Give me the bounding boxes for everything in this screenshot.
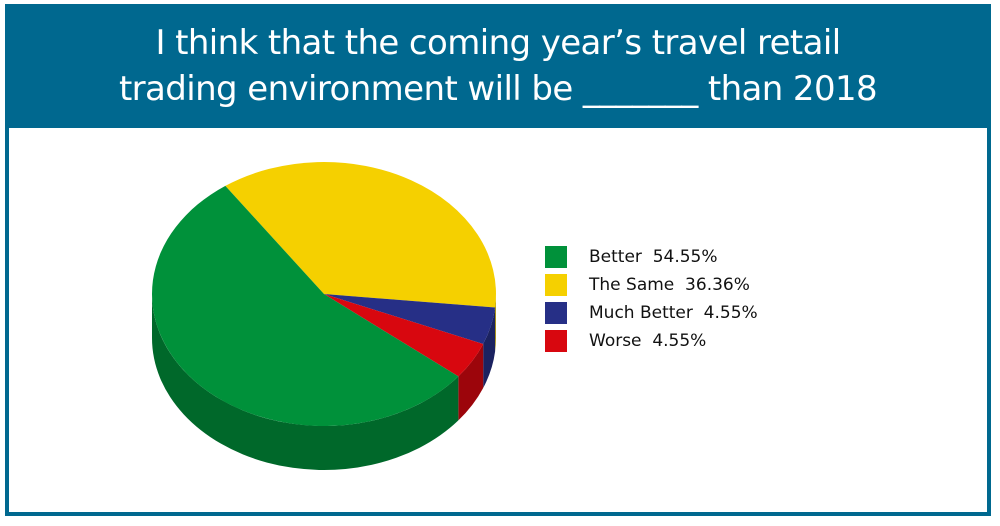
legend-swatch [545,246,567,268]
chart-title: I think that the coming year’s travel re… [5,4,991,128]
pie-side-much-better [483,307,496,389]
legend-label: Better 54.55% [589,247,718,267]
pie-slice-better [152,185,459,426]
title-line-2: trading environment will be _______ than… [118,69,878,109]
legend-swatch [545,330,567,352]
pie-slice-the-same [225,161,496,308]
pie-slice-much-better [324,294,496,345]
legend-item-the-same: The Same 36.36% [545,271,758,299]
pie-side-the-same [495,294,496,352]
pie-side-worse [458,344,484,421]
legend-label: Much Better 4.55% [589,303,758,323]
legend-item-worse: Worse 4.55% [545,327,758,355]
legend: Better 54.55% The Same 36.36% Much Bette… [545,243,758,355]
legend-swatch [545,302,567,324]
title-line-1: I think that the coming year’s travel re… [155,23,841,63]
legend-label: The Same 36.36% [589,275,750,295]
pie-slice-worse [324,294,484,377]
legend-label: Worse 4.55% [589,331,707,351]
legend-item-better: Better 54.55% [545,243,758,271]
legend-item-much-better: Much Better 4.55% [545,299,758,327]
legend-swatch [545,274,567,296]
pie-side-better [152,294,459,471]
